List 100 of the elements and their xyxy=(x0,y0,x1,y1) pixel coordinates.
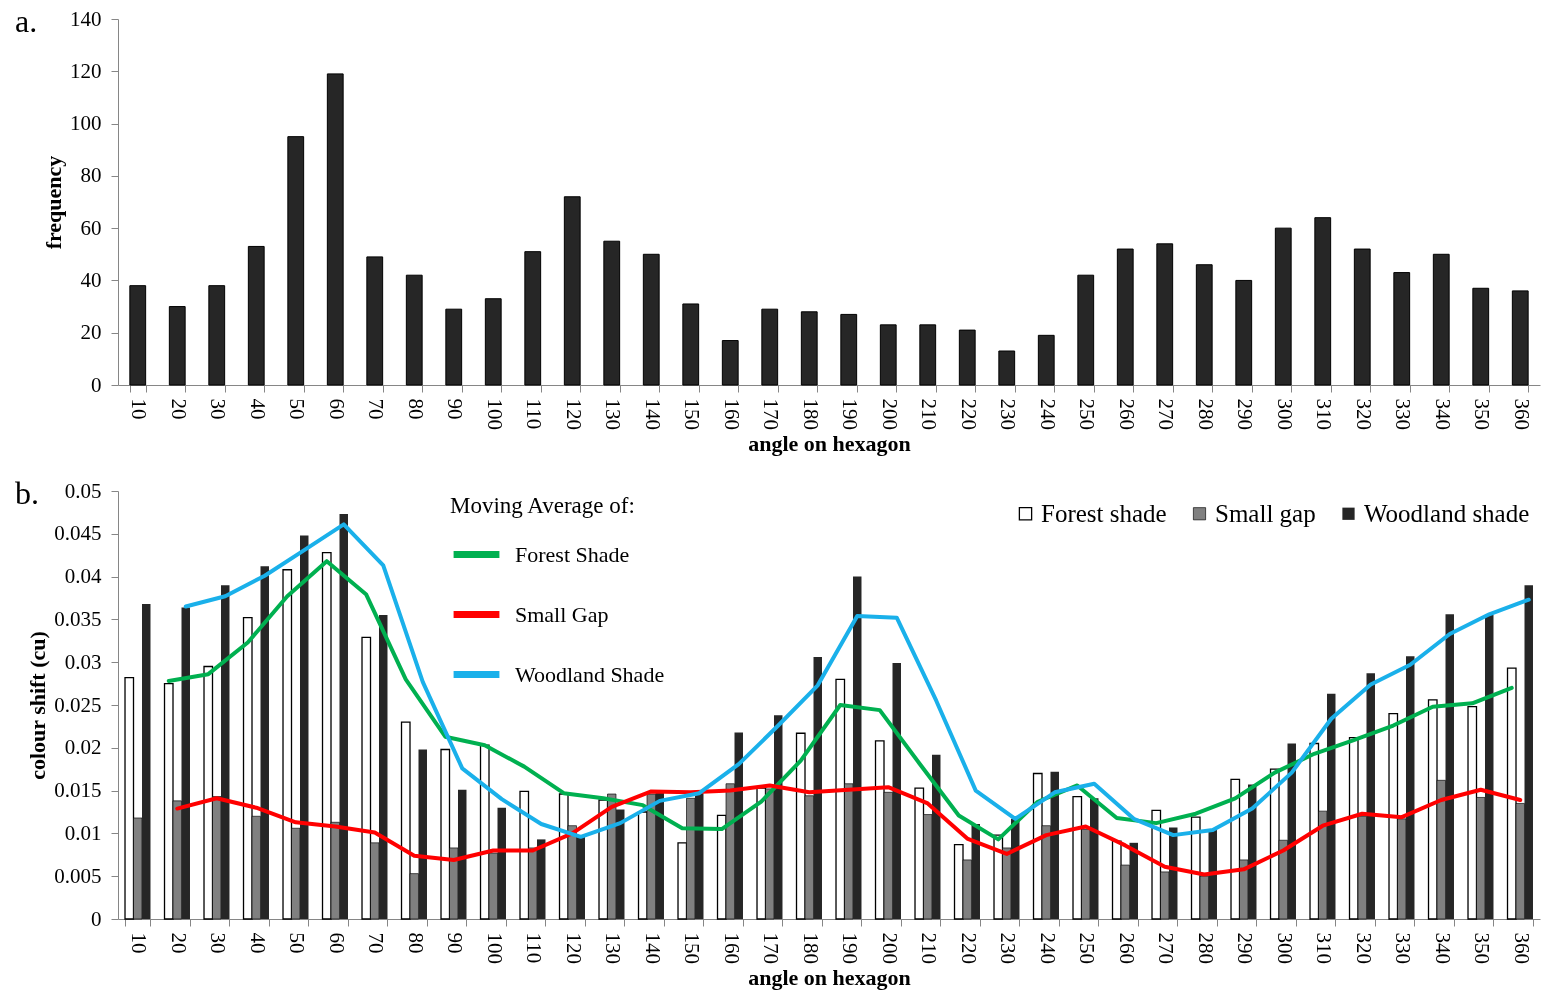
legend-label: Small gap xyxy=(1215,499,1316,527)
x-tick-label: 140 xyxy=(640,932,665,964)
y-tick-label: 0 xyxy=(91,906,102,931)
y-tick-label: 20 xyxy=(80,320,102,345)
bar xyxy=(1524,585,1533,919)
legend-label: Woodland shade xyxy=(1364,499,1530,527)
y-tick-label: 140 xyxy=(70,6,102,31)
bar xyxy=(695,793,704,919)
bar xyxy=(1077,274,1095,386)
bar xyxy=(721,340,739,386)
bar xyxy=(1353,248,1371,386)
bar xyxy=(1195,264,1213,386)
y-tick-label: 40 xyxy=(80,267,102,292)
x-tick-label: 60 xyxy=(324,398,349,420)
x-tick-label: 130 xyxy=(601,932,626,964)
bar xyxy=(761,308,779,386)
bar xyxy=(208,285,226,386)
x-axis-title: angle on hexagon xyxy=(748,431,911,456)
bar xyxy=(1485,615,1494,919)
x-tick-label: 300 xyxy=(1272,932,1297,964)
bar xyxy=(892,663,901,919)
bar xyxy=(168,306,186,386)
bar xyxy=(971,823,980,919)
line-series xyxy=(175,783,1523,877)
bar xyxy=(300,535,309,919)
x-tick-label: 180 xyxy=(798,398,823,430)
bar xyxy=(682,303,700,386)
x-tick-label: 260 xyxy=(1114,932,1139,964)
y-tick-label: 0.025 xyxy=(54,692,102,717)
bar xyxy=(1116,248,1134,386)
x-tick-label: 30 xyxy=(206,398,231,420)
y-tick-label: 0.03 xyxy=(64,649,102,674)
x-tick-label: 50 xyxy=(285,398,310,420)
x-tick-label: 40 xyxy=(245,398,270,420)
bar xyxy=(1208,829,1217,919)
x-tick-label: 300 xyxy=(1272,398,1297,430)
x-tick-label: 170 xyxy=(759,932,784,964)
x-tick-label: 270 xyxy=(1154,932,1179,964)
x-tick-label: 220 xyxy=(956,932,981,964)
x-tick-label: 210 xyxy=(917,932,942,964)
y-tick-label: 0.005 xyxy=(54,863,102,888)
bar xyxy=(1156,243,1174,386)
x-tick-label: 110 xyxy=(522,932,547,964)
y-tick-label: 0.045 xyxy=(54,521,102,546)
x-tick-label: 290 xyxy=(1233,398,1258,430)
x-tick-label: 290 xyxy=(1233,932,1258,964)
chart-title: a. xyxy=(15,3,38,39)
x-tick-label: 150 xyxy=(680,398,705,430)
bar xyxy=(1472,287,1490,386)
bar xyxy=(484,298,502,386)
x-tick-label: 320 xyxy=(1351,932,1376,964)
x-tick-label: 90 xyxy=(443,932,468,954)
bar xyxy=(221,585,230,919)
bar xyxy=(1445,614,1454,919)
x-tick-label: 210 xyxy=(917,398,942,430)
x-tick-label: 70 xyxy=(364,932,389,954)
y-tick-label: 0 xyxy=(91,372,102,397)
y-tick-label: 80 xyxy=(80,163,102,188)
x-tick-label: 340 xyxy=(1430,932,1455,964)
x-tick-label: 170 xyxy=(759,398,784,430)
x-tick-label: 320 xyxy=(1351,398,1376,430)
bar xyxy=(840,313,858,386)
y-axis-title: frequency xyxy=(41,155,66,250)
x-tick-label: 240 xyxy=(1035,932,1060,964)
x-tick-label: 350 xyxy=(1470,398,1495,430)
bar xyxy=(734,732,743,919)
bar xyxy=(1129,842,1138,919)
legend-label: Woodland Shade xyxy=(515,661,665,687)
bar xyxy=(616,809,625,919)
bar xyxy=(445,308,463,386)
bar xyxy=(129,285,147,386)
y-tick-label: 0.05 xyxy=(64,478,102,503)
legend-title: Moving Average of: xyxy=(450,493,635,518)
bar xyxy=(919,324,937,386)
x-tick-label: 230 xyxy=(996,398,1021,430)
x-tick-label: 310 xyxy=(1312,398,1337,430)
x-tick-label: 270 xyxy=(1154,398,1179,430)
x-tick-label: 190 xyxy=(838,932,863,964)
bar xyxy=(853,576,862,919)
x-tick-label: 10 xyxy=(127,932,152,954)
x-tick-label: 180 xyxy=(798,932,823,964)
y-tick-label: 0.035 xyxy=(54,606,102,631)
legend-label: Forest Shade xyxy=(515,541,630,567)
x-tick-label: 70 xyxy=(364,398,389,420)
bar xyxy=(326,73,344,386)
x-tick-label: 130 xyxy=(601,398,626,430)
bar xyxy=(655,792,664,919)
x-tick-label: 160 xyxy=(719,398,744,430)
bar xyxy=(800,311,818,386)
bar xyxy=(1432,253,1450,386)
x-tick-label: 340 xyxy=(1430,398,1455,430)
bar xyxy=(1050,771,1059,919)
x-tick-label: 10 xyxy=(127,398,152,420)
x-tick-label: 250 xyxy=(1075,932,1100,964)
x-tick-label: 230 xyxy=(996,932,1021,964)
bar xyxy=(458,789,467,919)
y-tick-label: 0.04 xyxy=(64,564,102,589)
x-tick-label: 110 xyxy=(522,398,547,430)
x-tick-label: 160 xyxy=(719,932,744,964)
x-tick-label: 350 xyxy=(1470,932,1495,964)
